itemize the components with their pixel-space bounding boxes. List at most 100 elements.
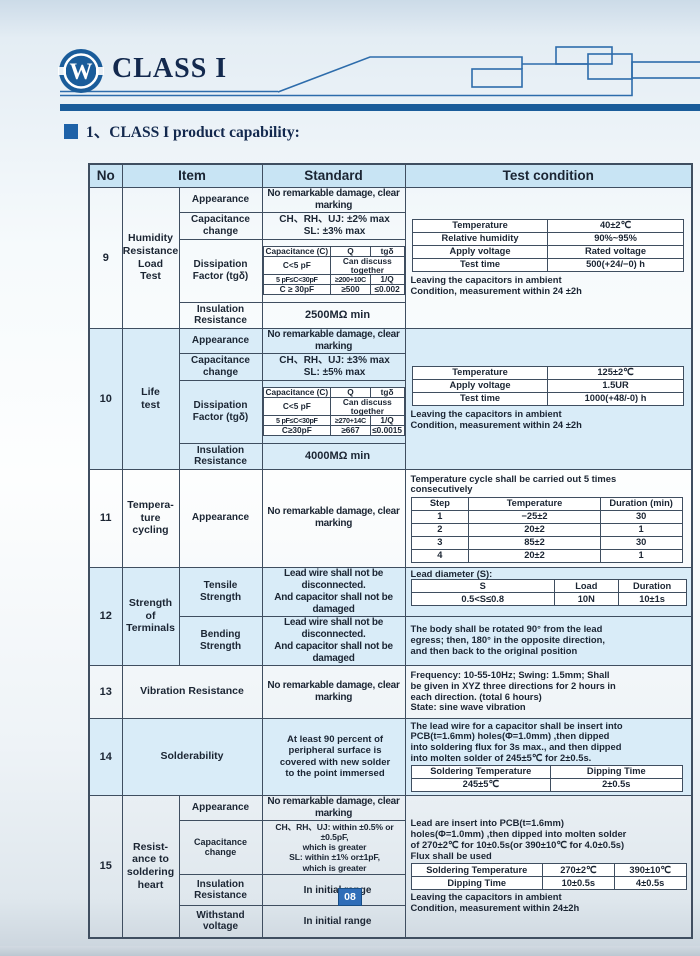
row11-test-condition: Temperature cycle shall be carried out 5… <box>404 468 693 568</box>
row9-appearance: 9 Humidity Resistance Load Test Appearan… <box>88 186 693 329</box>
row14-test-condition: The lead wire for a capacitor shall be i… <box>404 717 693 796</box>
df-h-q: Q <box>330 387 371 398</box>
row12-bending-text: The body shall be rotated 90° from the l… <box>410 623 605 656</box>
step-cell: 30 <box>599 510 683 525</box>
row11-std: No remarkable damage, clear marking <box>261 468 406 568</box>
step-cell: 30 <box>599 536 683 551</box>
row14: 14 Solderability At least 90 percent of … <box>88 717 693 796</box>
row15-solder-table: Soldering Temperature 270±2℃ 390±10℃ Dip… <box>410 863 687 891</box>
step-cell: 3 <box>410 536 470 551</box>
row15-appearance-std: No remarkable damage, clear marking <box>261 794 406 821</box>
solder-cell: 10±0.5s <box>541 876 615 891</box>
row12-bending: Bending Strength Lead wire shall not be … <box>89 615 693 666</box>
solder-cell: 270±2℃ <box>541 863 615 878</box>
df-cell: ≤0.002 <box>369 284 405 295</box>
df-cell: 5 pF≤C<30pF <box>263 274 332 286</box>
step-cell: 85±2 <box>468 536 601 551</box>
cond-value: 90%~95% <box>546 231 685 246</box>
step-cell: 4 <box>410 549 470 564</box>
row15-withstand-std: In initial range <box>261 905 406 939</box>
row10-test-condition: Temperature 125±2℃ Apply voltage 1.5UR Tes… <box>404 327 693 470</box>
df-cell: ≤0.0015 <box>369 425 405 436</box>
cond-label: Test time <box>412 257 548 272</box>
df-cell: 1/Q <box>369 415 405 427</box>
row10-appearance-label: Appearance <box>178 327 263 354</box>
row15-capchange-std: CH、RH、UJ: within ±0.5% or ±0.5pF, which … <box>261 819 406 876</box>
row15-withstand: Withstand voltage In initial range <box>89 905 692 939</box>
df-cell: ≥200+10C <box>330 274 371 286</box>
row9-capchange-label: Capacitance change <box>178 211 263 240</box>
step-cell: 1 <box>599 523 683 538</box>
solder-cell: Soldering Temperature <box>410 863 543 878</box>
row13-item: Vibration Resistance <box>121 664 263 719</box>
section-heading: 1、CLASS I product capability: <box>64 120 300 142</box>
df-h-cap: Capacitance (C) <box>263 246 332 257</box>
solder-cell: Dipping Time <box>410 876 543 891</box>
row12-lead-intro: Lead diameter (S): <box>410 567 493 579</box>
row11-steps-table: Step Temperature Duration (min) 1 −25±2 30… <box>410 497 683 564</box>
row11-item: Tempera- ture cycling <box>121 468 180 568</box>
page-number-badge: 08 <box>338 888 362 906</box>
row12-tensile-std: Lead wire shall not be disconnected. And… <box>261 566 406 617</box>
cond-label: Apply voltage <box>412 244 548 259</box>
row13-std: No remarkable damage, clear marking <box>261 664 406 719</box>
row11: 1 1 Tempera- ture cycling Appearance No r… <box>88 468 693 568</box>
step-cell: 20±2 <box>468 549 601 564</box>
row10-condition-note: Leaving the capacitors in ambient Condit… <box>410 408 582 430</box>
row13-no: 13 <box>88 664 123 719</box>
row14-condition-intro: The lead wire for a capacitor shall be i… <box>410 719 623 764</box>
cond-label: Temperature <box>412 366 548 381</box>
row14-item: Solderability <box>121 717 263 796</box>
row10-no: 10 <box>88 327 123 470</box>
cond-value: 500(+24/−0) h <box>546 257 685 272</box>
step-cell: 20±2 <box>468 523 601 538</box>
solder-h-time: Dipping Time <box>550 765 683 780</box>
df-cell: 5 pF≤C<30pF <box>263 415 332 427</box>
table-header-row: No Item Standard Test condition <box>88 163 693 188</box>
lead-cell: 0.5<S≤0.8 <box>410 592 555 607</box>
row10-dissipation: Dissipation Factor (tgδ) Capacitance (C)… <box>89 379 692 444</box>
row10-df-label: Dissipation Factor (tgδ) <box>178 379 263 444</box>
row9-capchange-std: CH、RH、UJ: ±2% max SL: ±3% max <box>261 211 406 240</box>
row15-appearance-label: Appearance <box>178 794 263 821</box>
row15-condition-note: Leaving the capacitors in ambient Condit… <box>410 891 580 914</box>
df-cell: ≥270+14C <box>330 415 371 427</box>
row9-condition-table: Temperature 40±2℃ Relative humidity 90%~95… <box>412 218 685 272</box>
row15-appearance: 15 Resist- ance to soldering heart Appea… <box>88 794 693 939</box>
df-h-tg: tgδ <box>369 387 405 398</box>
solder-cell: 4±0.5s <box>613 876 687 891</box>
row9-ir-std: 2500MΩ min <box>261 301 406 329</box>
row15-ir-label: Insulation Resistance <box>178 874 263 907</box>
row10-item: Life test <box>121 327 180 470</box>
lead-cell: 10±1s <box>617 592 687 607</box>
df-cell: ≥667 <box>330 425 371 436</box>
col-header-no: No <box>88 163 123 188</box>
row11-condition-intro: Temperature cycle shall be carried out 5… <box>410 472 617 495</box>
row10-appearance: 10 Life test Appearance No remarkable da… <box>88 327 693 470</box>
row10-capacitance: Capacitance change CH、RH、UJ: ±3% max SL:… <box>89 352 692 381</box>
steps-h-dur: Duration (min) <box>599 497 683 512</box>
df-h-cap: Capacitance (C) <box>263 387 332 398</box>
cond-value: Rated voltage <box>546 244 685 259</box>
row12-bending-label: Bending Strength <box>178 615 263 666</box>
col-header-standard: Standard <box>261 163 406 188</box>
cond-value: 1.5UR <box>546 379 685 394</box>
step-cell: −25±2 <box>468 510 601 525</box>
row14-solder-table: Soldering Temperature Dipping Time 245±5… <box>410 765 683 793</box>
blue-divider-bar <box>60 104 700 111</box>
heading-text: 1、CLASS I product capability: <box>86 124 300 141</box>
df-cell: Can discuss together <box>330 255 405 276</box>
df-cell: C<5 pF <box>263 255 332 276</box>
cond-label: Relative humidity <box>412 231 548 246</box>
row9-no: 9 <box>88 186 123 329</box>
row15-withstand-label: Withstand voltage <box>178 905 263 939</box>
row9-ir-label: Insulation Resistance <box>178 301 263 329</box>
row15-condition-intro: Lead are insert into PCB(t=1.6mm) holes(… <box>410 816 627 861</box>
row11-appearance-label: Appearance <box>178 468 263 568</box>
cond-value: 1000(+48/-0) h <box>546 392 685 407</box>
df-h-q: Q <box>330 246 371 257</box>
step-cell: 1 <box>599 549 683 564</box>
